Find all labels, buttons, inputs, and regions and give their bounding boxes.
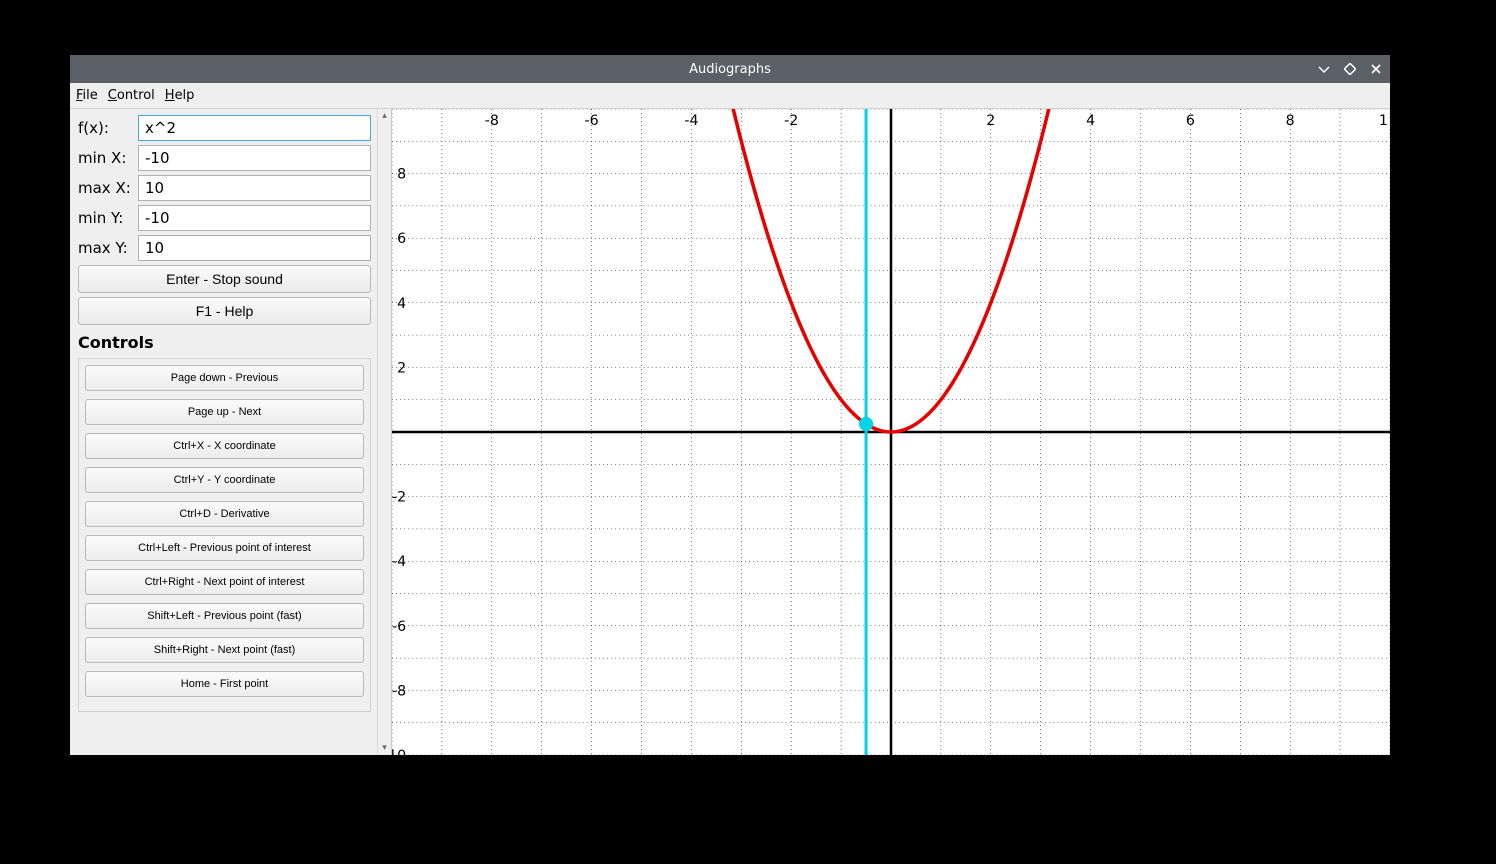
svg-text:4: 4 — [1086, 113, 1095, 129]
enter-stop-sound-button[interactable]: Enter - Stop sound — [78, 265, 371, 293]
control-button[interactable]: Shift+Right - Next point (fast) — [85, 637, 364, 663]
control-button[interactable]: Shift+Left - Previous point (fast) — [85, 603, 364, 629]
svg-text:-2: -2 — [784, 113, 798, 129]
svg-text:-4: -4 — [684, 113, 698, 129]
sidebar-scrollbar[interactable]: ▴ ▾ — [377, 109, 391, 755]
svg-text:1: 1 — [1379, 113, 1388, 129]
titlebar: Audiographs — [70, 55, 1390, 83]
miny-input[interactable] — [138, 205, 371, 231]
maxx-input[interactable] — [138, 175, 371, 201]
svg-text:-6: -6 — [392, 619, 406, 635]
function-graph: -8 -6 -4 -2 2 4 6 8 -10 -8 -6 -4 -2 2 4 6 8 1 — [392, 109, 1390, 755]
svg-text:-10: -10 — [392, 748, 406, 755]
client-area: f(x): min X: max X: min Y: max Y: Enter - St… — [70, 109, 1390, 755]
menu-control[interactable]: Control — [108, 88, 155, 103]
minimize-icon[interactable] — [1316, 61, 1332, 77]
maxy-input[interactable] — [138, 235, 371, 261]
field-row: min X: — [78, 145, 371, 171]
window-title: Audiographs — [689, 62, 771, 77]
control-button[interactable]: Page down - Previous — [85, 365, 364, 391]
field-label: max X: — [78, 179, 138, 197]
field-label: min X: — [78, 149, 138, 167]
scroll-up-icon[interactable]: ▴ — [378, 109, 391, 123]
control-button[interactable]: Page up - Next — [85, 399, 364, 425]
control-button[interactable]: Home - First point — [85, 671, 364, 697]
function-input[interactable] — [138, 115, 371, 141]
control-button[interactable]: Ctrl+Y - Y coordinate — [85, 467, 364, 493]
svg-text:-6: -6 — [585, 113, 599, 129]
svg-text:-8: -8 — [485, 113, 499, 129]
menubar: File Control Help — [70, 83, 1390, 109]
svg-text:-4: -4 — [392, 554, 406, 570]
svg-text:8: 8 — [397, 167, 406, 183]
sidebar-content: f(x): min X: max X: min Y: max Y: Enter - St… — [70, 109, 377, 755]
field-label: f(x): — [78, 119, 138, 137]
chart-area: -8 -6 -4 -2 2 4 6 8 -10 -8 -6 -4 -2 2 4 6 8 1 — [392, 109, 1390, 755]
menu-file[interactable]: File — [76, 88, 98, 103]
controls-heading: Controls — [78, 333, 371, 352]
field-row: min Y: — [78, 205, 371, 231]
svg-text:2: 2 — [986, 113, 995, 129]
menu-help[interactable]: Help — [165, 88, 195, 103]
svg-text:6: 6 — [1186, 113, 1195, 129]
field-row: max X: — [78, 175, 371, 201]
svg-text:2: 2 — [397, 360, 406, 376]
f1-help-button[interactable]: F1 - Help — [78, 297, 371, 325]
maximize-icon[interactable] — [1342, 61, 1358, 77]
svg-text:6: 6 — [397, 231, 406, 247]
close-icon[interactable] — [1368, 61, 1384, 77]
field-row: max Y: — [78, 235, 371, 261]
field-label: max Y: — [78, 239, 138, 257]
minx-input[interactable] — [138, 145, 371, 171]
control-button[interactable]: Ctrl+Left - Previous point of interest — [85, 535, 364, 561]
sidebar: f(x): min X: max X: min Y: max Y: Enter - St… — [70, 109, 392, 755]
scroll-down-icon[interactable]: ▾ — [378, 741, 391, 755]
app-window: Audiographs File Control Help f(x): min X: m… — [70, 55, 1390, 755]
svg-text:-8: -8 — [392, 683, 406, 699]
control-button[interactable]: Ctrl+Right - Next point of interest — [85, 569, 364, 595]
svg-text:8: 8 — [1286, 113, 1295, 129]
controls-panel: Page down - Previous Page up - Next Ctrl+X… — [78, 358, 371, 712]
svg-text:-2: -2 — [392, 490, 406, 506]
svg-text:4: 4 — [397, 296, 406, 312]
field-label: min Y: — [78, 209, 138, 227]
titlebar-buttons — [1316, 55, 1384, 83]
control-button[interactable]: Ctrl+X - X coordinate — [85, 433, 364, 459]
field-row: f(x): — [78, 115, 371, 141]
control-button[interactable]: Ctrl+D - Derivative — [85, 501, 364, 527]
